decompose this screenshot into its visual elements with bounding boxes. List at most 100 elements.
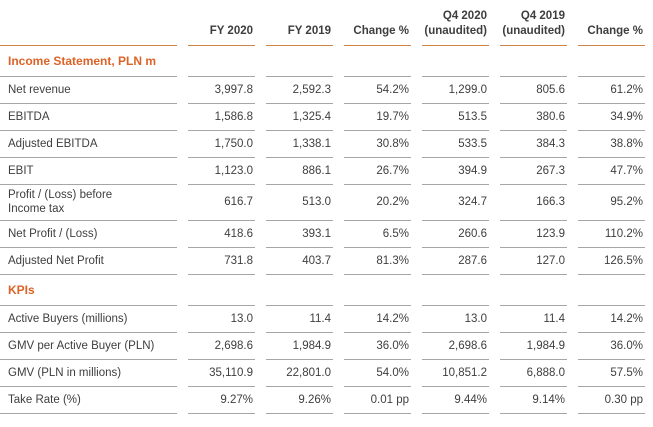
section-spacer-cell: [578, 46, 645, 77]
cell-value: 126.5%: [578, 248, 645, 275]
row-label: GMV per Active Buyer (PLN): [0, 333, 177, 360]
cell-value: 11.4: [500, 306, 567, 333]
cell-value: 267.3: [500, 158, 567, 185]
row-label: Profit / (Loss) before Income tax: [0, 185, 177, 221]
cell-value: 6.5%: [344, 221, 411, 248]
cell-value: 1,299.0: [422, 77, 489, 104]
cell-value: 14.2%: [344, 306, 411, 333]
cell-value: 81.3%: [344, 248, 411, 275]
cell-value: 384.3: [500, 131, 567, 158]
cell-value: 10,851.2: [422, 360, 489, 387]
cell-value: 95.2%: [578, 185, 645, 221]
cell-value: 731.8: [188, 248, 255, 275]
cell-value: 20.2%: [344, 185, 411, 221]
cell-value: 393.1: [266, 221, 333, 248]
cell-value: 513.5: [422, 104, 489, 131]
cell-value: 1,586.8: [188, 104, 255, 131]
cell-value: 2,592.3: [266, 77, 333, 104]
section-title-row: KPIs: [0, 275, 645, 306]
cell-value: 14.2%: [578, 306, 645, 333]
cell-value: 9.44%: [422, 387, 489, 414]
section-title-row: Income Statement, PLN m: [0, 46, 645, 77]
cell-value: 54.0%: [344, 360, 411, 387]
table-header-row: FY 2020 FY 2019 Change % Q4 2020 (unaudi…: [0, 4, 645, 46]
section-spacer-cell: [500, 275, 567, 306]
cell-value: 11.4: [266, 306, 333, 333]
cell-value: 57.5%: [578, 360, 645, 387]
row-label: Active Buyers (millions): [0, 306, 177, 333]
section-spacer-cell: [344, 275, 411, 306]
cell-value: 2,698.6: [188, 333, 255, 360]
table-body: Income Statement, PLN m Net revenue 3,997.…: [0, 46, 645, 414]
section-spacer-cell: [188, 46, 255, 77]
cell-value: 9.26%: [266, 387, 333, 414]
cell-value: 13.0: [188, 306, 255, 333]
cell-value: 127.0: [500, 248, 567, 275]
cell-value: 30.8%: [344, 131, 411, 158]
cell-value: 38.8%: [578, 131, 645, 158]
cell-value: 418.6: [188, 221, 255, 248]
row-label: Net revenue: [0, 77, 177, 104]
cell-value: 2,698.6: [422, 333, 489, 360]
cell-value: 9.14%: [500, 387, 567, 414]
table-row: Take Rate (%) 9.27% 9.26% 0.01 pp 9.44% 9.14%…: [0, 387, 645, 414]
section-spacer-cell: [266, 46, 333, 77]
column-header-q4-2019: Q4 2019 (unaudited): [500, 4, 567, 46]
cell-value: 394.9: [422, 158, 489, 185]
table-row: GMV (PLN in millions) 35,110.9 22,801.0 54.…: [0, 360, 645, 387]
cell-value: 1,338.1: [266, 131, 333, 158]
section-spacer-cell: [266, 275, 333, 306]
column-header-q4-2020: Q4 2020 (unaudited): [422, 4, 489, 46]
cell-value: 9.27%: [188, 387, 255, 414]
cell-value: 403.7: [266, 248, 333, 275]
cell-value: 110.2%: [578, 221, 645, 248]
section-spacer-cell: [422, 275, 489, 306]
cell-value: 19.7%: [344, 104, 411, 131]
section-spacer-cell: [188, 275, 255, 306]
table-row: Net revenue 3,997.8 2,592.3 54.2% 1,299.0 805…: [0, 77, 645, 104]
section-spacer-cell: [578, 275, 645, 306]
cell-value: 36.0%: [344, 333, 411, 360]
section-spacer-cell: [344, 46, 411, 77]
cell-value: 805.6: [500, 77, 567, 104]
table-row: Profit / (Loss) before Income tax 616.7 51…: [0, 185, 645, 221]
cell-value: 13.0: [422, 306, 489, 333]
cell-value: 47.7%: [578, 158, 645, 185]
cell-value: 1,123.0: [188, 158, 255, 185]
table-row: GMV per Active Buyer (PLN) 2,698.6 1,984.9…: [0, 333, 645, 360]
cell-value: 22,801.0: [266, 360, 333, 387]
table-row: Adjusted Net Profit 731.8 403.7 81.3% 287.6 1…: [0, 248, 645, 275]
cell-value: 36.0%: [578, 333, 645, 360]
cell-value: 0.30 pp: [578, 387, 645, 414]
cell-value: 513.0: [266, 185, 333, 221]
cell-value: 0.01 pp: [344, 387, 411, 414]
cell-value: 35,110.9: [188, 360, 255, 387]
cell-value: 1,984.9: [500, 333, 567, 360]
cell-value: 26.7%: [344, 158, 411, 185]
cell-value: 380.6: [500, 104, 567, 131]
cell-value: 1,325.4: [266, 104, 333, 131]
row-label: Adjusted Net Profit: [0, 248, 177, 275]
section-title: KPIs: [0, 275, 177, 306]
cell-value: 260.6: [422, 221, 489, 248]
table-row: Active Buyers (millions) 13.0 11.4 14.2% 13.…: [0, 306, 645, 333]
column-header-change-q4: Change %: [578, 4, 645, 46]
section-spacer-cell: [422, 46, 489, 77]
table-row: Net Profit / (Loss) 418.6 393.1 6.5% 260.6 12…: [0, 221, 645, 248]
row-label: EBIT: [0, 158, 177, 185]
column-header-fy2020: FY 2020: [188, 4, 255, 46]
cell-value: 324.7: [422, 185, 489, 221]
row-label: GMV (PLN in millions): [0, 360, 177, 387]
section-spacer-cell: [500, 46, 567, 77]
row-label: Net Profit / (Loss): [0, 221, 177, 248]
column-header-fy2019: FY 2019: [266, 4, 333, 46]
cell-value: 533.5: [422, 131, 489, 158]
cell-value: 61.2%: [578, 77, 645, 104]
cell-value: 123.9: [500, 221, 567, 248]
cell-value: 3,997.8: [188, 77, 255, 104]
cell-value: 34.9%: [578, 104, 645, 131]
cell-value: 166.3: [500, 185, 567, 221]
row-label: Take Rate (%): [0, 387, 177, 414]
cell-value: 616.7: [188, 185, 255, 221]
row-label: EBITDA: [0, 104, 177, 131]
